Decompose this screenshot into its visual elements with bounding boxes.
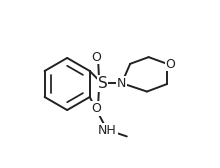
Text: N: N (117, 77, 126, 90)
Text: S: S (97, 76, 107, 91)
Text: O: O (91, 51, 101, 64)
Text: O: O (91, 102, 101, 115)
Text: O: O (165, 58, 175, 71)
Text: NH: NH (98, 124, 117, 137)
